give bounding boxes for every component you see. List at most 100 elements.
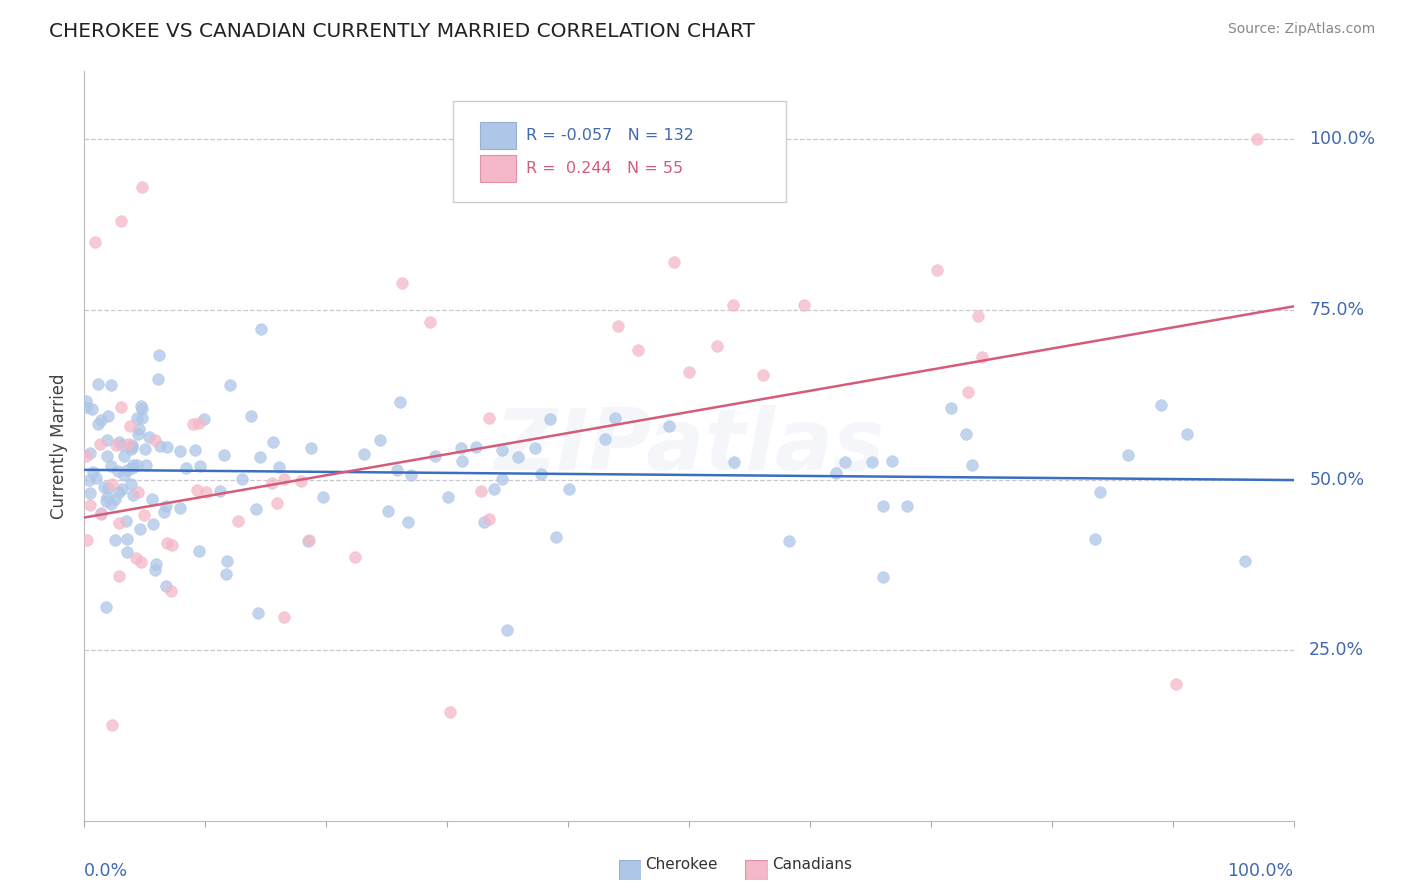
Point [425, 450, 447, 464]
Point [141, 492, 163, 507]
Bar [479, 122, 516, 149]
Point [89, 437, 111, 451]
Point [231, 472, 253, 486]
Text: 0.0%: 0.0% [84, 862, 128, 880]
Point [249, 450, 271, 465]
Point [396, 515, 419, 529]
Point [87, 417, 110, 431]
Point [110, 483, 132, 497]
Point [97, 481, 120, 495]
Point [544, 530, 567, 544]
Text: R =  0.244   N = 55: R = 0.244 N = 55 [526, 161, 683, 176]
Point [860, 455, 883, 469]
Point [478, 411, 501, 425]
Point [706, 339, 728, 353]
Point [385, 462, 408, 476]
Point [377, 503, 399, 517]
Text: 75.0%: 75.0% [1309, 301, 1364, 318]
Text: Source: ZipAtlas.com: Source: ZipAtlas.com [1227, 22, 1375, 37]
Point [195, 484, 218, 499]
Point [159, 584, 181, 599]
Point [1116, 448, 1139, 462]
Point [75, 394, 97, 409]
Point [212, 448, 235, 462]
Point [266, 496, 288, 510]
Point [75, 450, 97, 464]
Point [530, 467, 553, 481]
Point [90, 507, 112, 521]
Point [464, 440, 486, 454]
Point [112, 449, 135, 463]
Point [247, 606, 270, 620]
Point [957, 385, 980, 400]
Text: 100.0%: 100.0% [1309, 130, 1375, 148]
Point [967, 309, 990, 323]
Point [298, 533, 321, 547]
Point [312, 490, 335, 504]
Point [215, 567, 238, 582]
Point [107, 464, 129, 478]
Point [110, 400, 132, 414]
Point [470, 484, 492, 499]
Point [1150, 398, 1173, 412]
Point [104, 438, 127, 452]
Point [156, 440, 179, 454]
Point [134, 508, 156, 522]
Point [389, 395, 412, 409]
Point [1175, 427, 1198, 442]
Text: R = -0.057   N = 132: R = -0.057 N = 132 [526, 128, 693, 143]
Point [135, 458, 157, 472]
Point [558, 483, 581, 497]
Point [77, 473, 100, 487]
Point [101, 718, 124, 732]
Point [240, 409, 263, 424]
Point [104, 491, 127, 506]
Point [160, 538, 183, 552]
Point [134, 442, 156, 456]
Point [793, 298, 815, 312]
Point [100, 498, 122, 512]
Point [117, 545, 139, 559]
Point [343, 550, 366, 565]
Point [143, 433, 166, 447]
Point [121, 458, 143, 472]
Point [131, 180, 153, 194]
Point [127, 458, 149, 472]
Point [82, 465, 104, 479]
Point [104, 533, 127, 547]
Y-axis label: Currently Married: Currently Married [51, 373, 69, 519]
Point [484, 482, 506, 496]
Point [939, 401, 962, 415]
Point [100, 458, 122, 473]
Point [273, 472, 295, 486]
Point [662, 255, 685, 269]
Point [721, 298, 744, 312]
Point [437, 490, 460, 504]
Point [118, 419, 141, 434]
Point [657, 419, 679, 434]
Point [538, 411, 561, 425]
Point [108, 516, 131, 530]
Point [353, 446, 375, 460]
Point [970, 350, 993, 364]
Point [228, 514, 250, 528]
Text: 25.0%: 25.0% [1309, 641, 1364, 659]
Point [131, 401, 153, 416]
Point [124, 550, 146, 565]
Point [96, 433, 118, 447]
Point [872, 569, 894, 583]
Text: Canadians: Canadians [772, 857, 852, 872]
Point [90, 506, 112, 520]
Point [955, 426, 977, 441]
Point [491, 472, 513, 486]
Point [723, 455, 745, 469]
Point [110, 214, 132, 228]
FancyBboxPatch shape [453, 102, 786, 202]
Point [439, 705, 461, 719]
Point [115, 533, 138, 547]
Point [193, 411, 215, 425]
Point [138, 430, 160, 444]
Point [145, 557, 167, 571]
Point [96, 490, 118, 504]
Point [391, 276, 413, 290]
